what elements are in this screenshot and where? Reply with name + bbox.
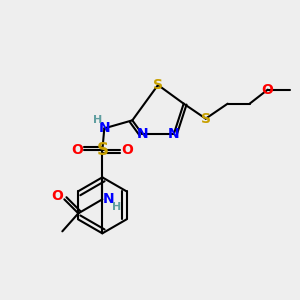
Text: S: S (96, 141, 108, 159)
Text: H: H (112, 202, 121, 212)
Text: S: S (201, 112, 211, 126)
Text: N: N (103, 192, 114, 206)
Text: H: H (93, 115, 102, 125)
Text: O: O (122, 143, 133, 157)
Text: O: O (262, 83, 274, 97)
Text: N: N (168, 127, 180, 141)
Text: O: O (71, 143, 83, 157)
Text: N: N (136, 127, 148, 141)
Text: O: O (51, 189, 63, 203)
Text: N: N (98, 121, 110, 135)
Text: S: S (153, 78, 163, 92)
